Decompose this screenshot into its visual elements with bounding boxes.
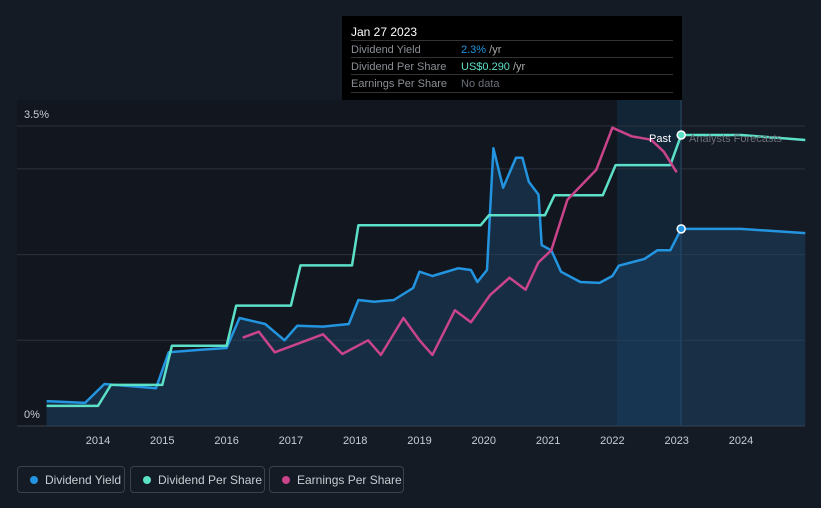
- current-point-marker: [676, 130, 686, 140]
- tooltip-value: 2.3%: [461, 44, 487, 56]
- x-tick-label: 2022: [600, 435, 624, 447]
- legend-dot-icon: [282, 476, 290, 484]
- legend-dot-icon: [143, 476, 151, 484]
- legend-label: Earnings Per Share: [297, 473, 402, 487]
- past-label: Past: [649, 133, 671, 145]
- x-tick-label: 2019: [407, 435, 431, 447]
- current-point-marker: [676, 224, 686, 234]
- tooltip-label: Dividend Per Share: [351, 61, 447, 73]
- legend-label: Dividend Yield: [45, 473, 122, 487]
- tooltip: Jan 27 2023 Dividend Yield 2.3% /yr Divid…: [342, 16, 682, 100]
- x-tick-label: 2018: [343, 435, 367, 447]
- x-tick-label: 2020: [472, 435, 496, 447]
- x-tick-label: 2016: [214, 435, 238, 447]
- legend-earnings-per-share[interactable]: Earnings Per Share: [269, 466, 404, 493]
- past-region: [17, 100, 617, 426]
- x-tick-label: 2021: [536, 435, 560, 447]
- tooltip-date: Jan 27 2023: [351, 25, 418, 39]
- earnings-per-share-line: [242, 126, 678, 357]
- dividend-yield-area: [46, 148, 806, 427]
- tooltip-row-yield: Dividend Yield 2.3% /yr: [351, 40, 673, 58]
- tooltip-unit: /yr: [509, 61, 526, 73]
- tooltip-row-eps: Earnings Per Share No data: [351, 74, 673, 93]
- x-tick-label: 2017: [279, 435, 303, 447]
- x-tick-label: 2024: [729, 435, 753, 447]
- dividend-yield-line: [46, 147, 806, 405]
- y-tick-max: 3.5%: [24, 109, 49, 121]
- tooltip-value: US$0.290: [461, 61, 510, 73]
- tooltip-row-dps: Dividend Per Share US$0.290 /yr: [351, 57, 673, 75]
- x-tick-label: 2014: [86, 435, 110, 447]
- tooltip-value: No data: [461, 78, 500, 90]
- dividend-per-share-line: [46, 133, 806, 408]
- y-tick-min: 0%: [24, 409, 40, 421]
- x-tick-label: 2023: [664, 435, 688, 447]
- legend-dividend-yield[interactable]: Dividend Yield: [17, 466, 125, 493]
- tooltip-label: Earnings Per Share: [351, 78, 447, 90]
- legend-dot-icon: [30, 476, 38, 484]
- x-tick-label: 2015: [150, 435, 174, 447]
- tooltip-label: Dividend Yield: [351, 44, 421, 56]
- legend-label: Dividend Per Share: [158, 473, 263, 487]
- forecast-label: Analysts Forecasts: [689, 133, 782, 145]
- legend-dividend-per-share[interactable]: Dividend Per Share: [130, 466, 265, 493]
- tooltip-unit: /yr: [486, 44, 502, 56]
